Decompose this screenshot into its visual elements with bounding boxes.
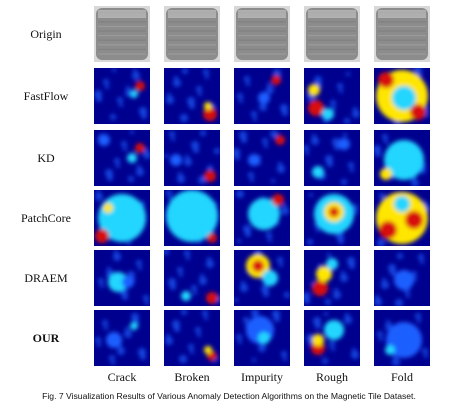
tile-kd-impurity: [234, 130, 290, 186]
row-label-our: OUR: [32, 331, 60, 345]
column-label-crack: Crack: [107, 370, 137, 384]
tile-patchcore-fold: [374, 190, 430, 246]
column-label-broken: Broken: [174, 370, 210, 384]
row-label-origin: Origin: [30, 27, 62, 41]
tile-origin-impurity: [234, 6, 290, 62]
figure-caption: Fig. 7 Visualization Results of Various …: [42, 391, 416, 401]
tile-patchcore-crack: [94, 190, 150, 246]
row-label-draem: DRAEM: [24, 271, 68, 285]
column-label-rough: Rough: [315, 370, 348, 384]
tile-draem-rough: [304, 250, 360, 306]
tile-kd-crack: [94, 130, 150, 186]
tile-fastflow-broken: [164, 68, 220, 124]
tile-fastflow-fold: [374, 68, 430, 124]
tile-patchcore-impurity: [234, 190, 290, 246]
tile-patchcore-rough: [304, 190, 360, 246]
row-label-patchcore: PatchCore: [21, 211, 71, 225]
tile-our-broken: [164, 310, 220, 366]
column-label-impurity: Impurity: [241, 370, 283, 384]
tile-origin-rough: [304, 6, 360, 62]
tile-draem-crack: [94, 250, 150, 306]
tile-kd-rough: [304, 130, 360, 186]
tile-origin-crack: [94, 6, 150, 62]
tile-kd-fold: [374, 130, 430, 186]
tile-fastflow-impurity: [234, 68, 290, 124]
tile-our-fold: [374, 310, 430, 366]
tile-fastflow-crack: [94, 68, 150, 124]
tile-origin-broken: [164, 6, 220, 62]
tile-draem-impurity: [234, 250, 290, 306]
tile-our-crack: [94, 310, 150, 366]
tile-draem-fold: [374, 250, 430, 306]
column-label-fold: Fold: [390, 370, 413, 384]
tile-kd-broken: [164, 130, 220, 186]
row-label-fastflow: FastFlow: [23, 89, 69, 103]
tile-fastflow-rough: [304, 68, 360, 124]
tile-draem-broken: [164, 250, 220, 306]
tile-patchcore-broken: [164, 190, 220, 246]
tile-our-impurity: [234, 310, 290, 366]
tile-origin-fold: [374, 6, 430, 62]
row-label-kd: KD: [37, 151, 55, 165]
tile-our-rough: [304, 310, 360, 366]
